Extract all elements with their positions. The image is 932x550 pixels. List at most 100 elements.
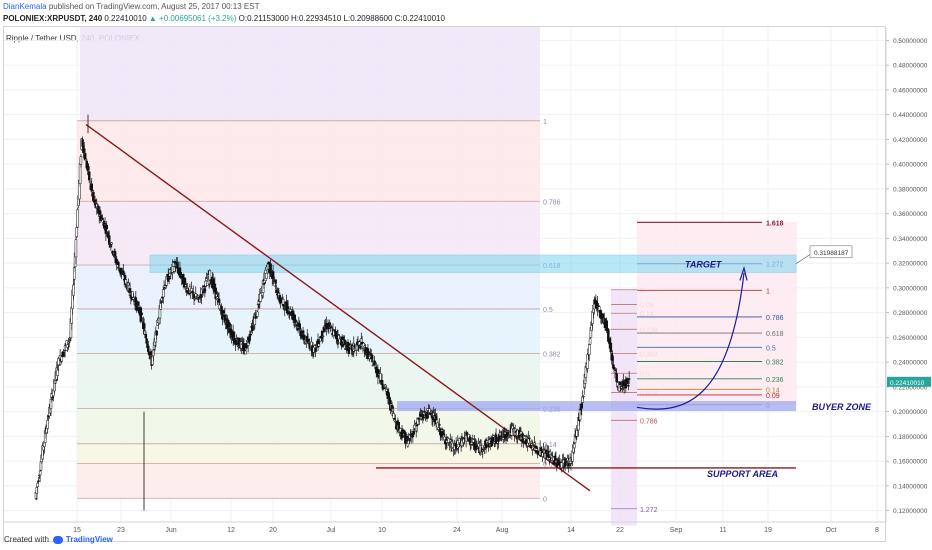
candle-body: [56, 369, 59, 376]
candle-body: [609, 342, 613, 353]
series-legend-title: Ripple / Tether USD, 240, POLONIEX: [6, 34, 140, 43]
candle-body: [46, 420, 49, 429]
candle-body: [245, 343, 248, 349]
candle-body: [423, 410, 426, 413]
price-tick-label: 0.34000000: [893, 236, 928, 243]
candle-body: [506, 437, 509, 439]
candle-body: [87, 171, 91, 181]
candle-body: [249, 333, 252, 336]
candle-body: [49, 399, 53, 409]
buyer-zone-label: BUYER ZONE: [812, 402, 872, 412]
price-tick-label: 0.36000000: [893, 211, 928, 218]
candle-body: [101, 217, 104, 220]
price-tick-label: 0.42000000: [893, 137, 928, 144]
price-tick-label: 0.38000000: [893, 186, 928, 193]
price-tick-label: 0.50000000: [893, 38, 928, 45]
price-tick-label: 0.20000000: [893, 409, 928, 416]
candle-body: [132, 297, 135, 300]
candle-body: [269, 263, 272, 275]
candle-body: [320, 331, 324, 339]
price-tick-label: 0.16000000: [893, 459, 928, 466]
candle-body: [282, 304, 286, 307]
arrow-head-icon: [739, 265, 748, 281]
chart-header: DianKemala published on TradingView.com,…: [3, 2, 883, 30]
candle-body: [90, 183, 93, 192]
candle-body: [172, 266, 176, 272]
fib-band: [77, 353, 540, 409]
candle-body: [373, 360, 376, 364]
price-tick-label: 0.26000000: [893, 335, 928, 342]
candle-body: [422, 416, 425, 419]
last-price-header: 0.22410010: [104, 14, 147, 23]
candle-body: [367, 351, 371, 354]
price-tick-label: 0.12000000: [893, 508, 928, 515]
candle-body: [289, 309, 292, 312]
candle-body: [296, 328, 300, 331]
symbol-info: POLONIEX:XRPUSDT, 240: [3, 14, 103, 23]
time-tick-label: 22: [616, 527, 624, 534]
candle-body: [554, 458, 558, 460]
candle-body: [221, 310, 225, 314]
fib-main-label-0.5: 0.5: [543, 307, 553, 314]
fib-ext-label-0.236: 0.236: [766, 377, 784, 384]
created-with-label: Created with: [4, 535, 49, 544]
price-tick-label: 0.14000000: [893, 483, 928, 490]
fib-ext-label-0.786: 0.786: [766, 315, 784, 322]
author-link[interactable]: DianKemala: [3, 2, 47, 11]
candle-body: [105, 224, 108, 230]
candle-body: [390, 404, 394, 409]
candle-body: [75, 227, 79, 238]
time-tick-label: 14: [567, 527, 575, 534]
candle-body: [76, 209, 79, 228]
fib-main-label-0.786: 0.786: [543, 199, 561, 206]
time-tick-label: 24: [453, 527, 461, 534]
candle-body: [479, 444, 483, 446]
fib-band: [77, 201, 540, 265]
candle-body: [72, 284, 75, 296]
candle-body: [194, 293, 197, 297]
candle-body: [162, 285, 166, 288]
projection-arrow: [636, 272, 745, 410]
tradingview-brand[interactable]: TradingView: [65, 535, 113, 544]
candle-body: [162, 289, 165, 298]
candle-body: [173, 261, 177, 263]
candle-body: [523, 435, 527, 437]
candle-body: [359, 346, 362, 349]
candle-body: [627, 378, 631, 380]
time-tick-label: 15: [73, 527, 81, 534]
high-value: H:0.22934510: [291, 14, 342, 23]
candle-body: [575, 430, 579, 437]
candle-body: [92, 192, 95, 201]
fib-ext-label-1.618: 1.618: [766, 220, 784, 227]
price-tick-label: 0.44000000: [893, 112, 928, 119]
candle-body: [587, 344, 591, 355]
fib-main-label-0: 0: [543, 496, 547, 503]
time-tick-label: 23: [117, 527, 125, 534]
time-tick-label: 8: [875, 527, 879, 534]
trendline: [85, 123, 591, 492]
ohlc-line: POLONIEX:XRPUSDT, 240 0.22410010 ▲ +0.00…: [3, 14, 445, 23]
callout-pointer: [795, 254, 811, 264]
candle-body: [627, 385, 630, 387]
candle-body: [83, 148, 86, 153]
candle-body: [408, 437, 411, 442]
candle-body: [553, 460, 556, 465]
candle-body: [201, 287, 204, 290]
close-value: C:0.22410010: [394, 14, 445, 23]
candle-body: [183, 277, 187, 283]
candle-body: [618, 381, 622, 386]
fib-main-label-0.382: 0.382: [543, 351, 561, 358]
candle-body: [265, 272, 268, 279]
fib-ext-label-0.382: 0.382: [766, 360, 784, 367]
fib-band: [77, 120, 540, 202]
candle-body: [163, 287, 167, 290]
candle-body: [74, 239, 78, 258]
tradingview-logo-icon: [52, 535, 63, 544]
candle-body: [582, 395, 585, 398]
candle-body: [37, 480, 40, 482]
time-tick-label: 19: [764, 527, 772, 534]
candle-body: [73, 267, 76, 280]
candles: [34, 136, 631, 501]
candle-body: [259, 293, 262, 302]
